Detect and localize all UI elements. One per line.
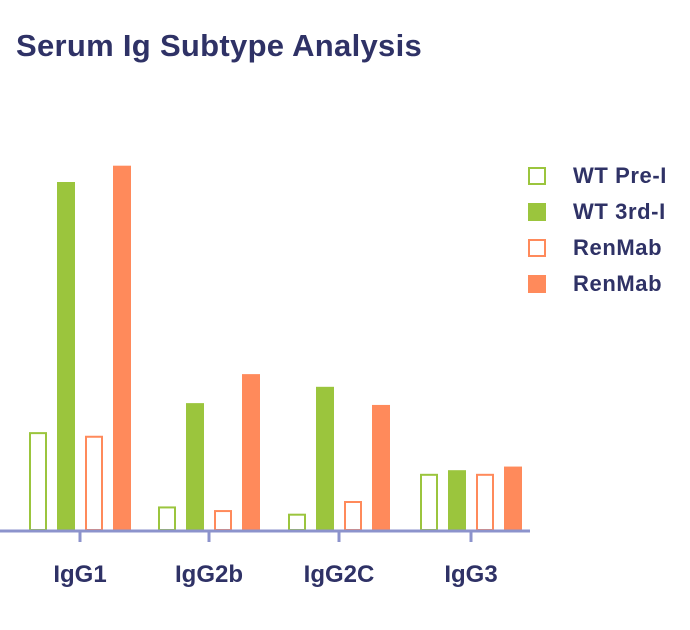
bar-igg3-wt-pre	[420, 473, 438, 531]
legend-label-wt-3rd: WT 3rd-I	[573, 199, 666, 224]
bar-igg3-renmab-3rd	[504, 466, 522, 530]
legend-item-wt-pre: WT Pre-I	[528, 158, 690, 194]
legend: WT Pre-I WT 3rd-I RenMab RenMab	[528, 158, 690, 302]
legend-swatch-wt-pre	[528, 167, 546, 185]
bar-igg1-renmab-3rd	[113, 165, 131, 530]
x-tick-label-igg3: IgG3	[444, 561, 497, 588]
bar-igg2c-wt-3rd	[316, 386, 334, 530]
legend-swatch-wt-3rd	[528, 203, 546, 221]
bar-igg1-wt-pre	[29, 432, 47, 531]
x-tick-label-igg2b: IgG2b	[175, 561, 243, 588]
bar-igg1-renmab-pre	[85, 435, 103, 531]
bar-igg2b-renmab-pre	[214, 510, 232, 531]
bar-igg2c-wt-pre	[288, 513, 306, 531]
legend-swatch-renmab-pre	[528, 239, 546, 257]
bar-igg2b-wt-3rd	[186, 403, 204, 530]
legend-item-wt-3rd: WT 3rd-I	[528, 194, 690, 230]
bar-igg2c-renmab-pre	[344, 501, 362, 531]
legend-item-renmab-pre: RenMab	[528, 230, 690, 266]
legend-label-renmab-pre: RenMab	[573, 235, 663, 260]
x-tick-label-igg2c: IgG2C	[304, 561, 375, 588]
bar-igg2c-renmab-3rd	[372, 404, 390, 530]
legend-swatch-renmab-3rd	[528, 275, 546, 293]
bar-igg1-wt-3rd	[57, 182, 75, 530]
legend-label-renmab-3rd: RenMab	[573, 271, 663, 296]
bar-igg2b-wt-pre	[158, 506, 176, 531]
bar-igg2b-renmab-3rd	[242, 374, 260, 530]
legend-item-renmab-3rd: RenMab	[528, 266, 690, 302]
x-tick-label-igg1: IgG1	[53, 561, 106, 588]
chart-title: Serum Ig Subtype Analysis	[16, 28, 423, 63]
legend-label-wt-pre: WT Pre-I	[573, 163, 668, 188]
bar-igg3-renmab-pre	[476, 473, 494, 531]
bar-igg3-wt-3rd	[448, 470, 466, 530]
